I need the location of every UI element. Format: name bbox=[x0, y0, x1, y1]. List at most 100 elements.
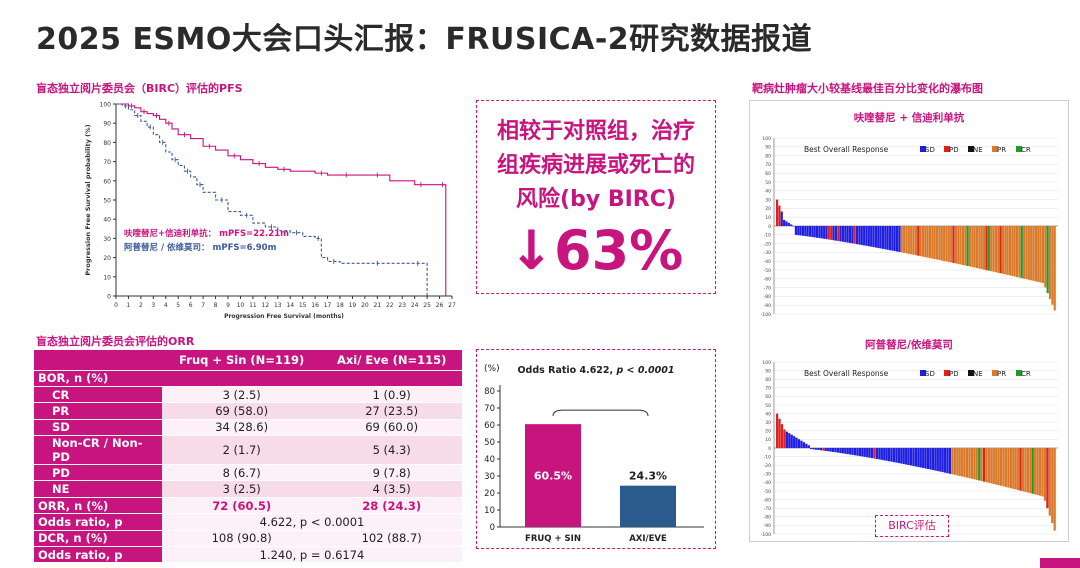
wf-legend-label: CR bbox=[1021, 146, 1031, 154]
waterfall-panel2-title: 阿普替尼/依维莫司 bbox=[865, 339, 953, 351]
wf-bar bbox=[822, 448, 825, 451]
orr-col1-header: Fruq + Sin (N=119) bbox=[162, 350, 322, 371]
orr-table-row: Odds ratio, p 4.622, p < 0.0001 bbox=[34, 513, 462, 531]
wf-bar bbox=[877, 226, 880, 248]
wf-bar bbox=[945, 226, 948, 262]
wf-bar bbox=[856, 448, 859, 456]
orr-row-label: DCR, n (%) bbox=[34, 530, 162, 548]
wf-bar bbox=[1013, 226, 1016, 277]
wf-bar bbox=[1016, 226, 1019, 278]
wf-bar bbox=[868, 448, 871, 458]
orr-cell-a: 72 (60.5) bbox=[162, 497, 322, 515]
waterfall-section-title: 靶病灶肿瘤大小较基线最佳百分比变化的瀑布图 bbox=[752, 82, 983, 95]
pfs-y-axis-label: Progression Free Survival probability (%… bbox=[84, 124, 92, 275]
wf-bar bbox=[795, 437, 798, 448]
wf-bar bbox=[973, 448, 976, 480]
wf-bar bbox=[964, 226, 967, 266]
wf-bar bbox=[846, 226, 849, 243]
pfs-x-tick-label: 0 bbox=[114, 302, 118, 309]
wf-bar bbox=[1048, 448, 1051, 516]
wf-bar bbox=[1023, 226, 1026, 279]
orr-table-row: DCR, n (%) 108 (90.8) 102 (88.7) bbox=[34, 530, 462, 548]
pfs-y-tick-label: 60 bbox=[103, 178, 111, 185]
orr-row-label: Odds ratio, p bbox=[34, 513, 162, 531]
wf-bar bbox=[820, 226, 823, 239]
bar-y-tick-label: 70 bbox=[484, 404, 495, 414]
wf-legend-swatch bbox=[968, 146, 974, 152]
wf-bar bbox=[844, 226, 847, 243]
pfs-y-tick-label: 10 bbox=[103, 274, 111, 281]
wf-bar bbox=[978, 226, 981, 269]
wf-legend-label: NE bbox=[973, 146, 983, 154]
wf-bar bbox=[907, 448, 910, 466]
wf-bar bbox=[917, 448, 920, 467]
pfs-y-tick-label: 80 bbox=[103, 140, 111, 147]
wf-bar bbox=[1041, 226, 1045, 284]
wf-y-tick-label: 90 bbox=[765, 145, 771, 151]
wf-bar bbox=[953, 448, 956, 475]
wf-bar bbox=[893, 226, 896, 252]
wf-bar bbox=[808, 226, 812, 237]
orr-cell-a: 3 (2.5) bbox=[162, 480, 322, 498]
wf-bar bbox=[999, 226, 1002, 274]
orr-bar-box bbox=[476, 349, 716, 549]
wf-bar bbox=[1051, 448, 1054, 524]
bar-y-tick-label: 30 bbox=[484, 472, 495, 482]
wf-bar bbox=[1007, 448, 1010, 488]
wf-y-tick-label: 20 bbox=[765, 206, 771, 212]
wf-bar bbox=[836, 448, 840, 453]
wf-bar bbox=[870, 448, 874, 459]
orr-table-row: PR 69 (58.0) 27 (23.5) bbox=[34, 402, 462, 420]
wf-bar bbox=[792, 225, 795, 227]
orr-row-span-value: 4.622, p < 0.0001 bbox=[162, 513, 462, 531]
bar-category-label-2: AXI/EVE bbox=[629, 534, 667, 544]
wf-y-tick-label: -90 bbox=[764, 523, 771, 529]
wf-bar bbox=[994, 226, 997, 273]
bar-y-tick-label: 0 bbox=[490, 523, 495, 533]
wf-bar bbox=[951, 448, 954, 475]
wf-bar bbox=[910, 226, 913, 255]
wf-bar bbox=[785, 221, 788, 226]
wf-bar bbox=[874, 226, 877, 248]
wf-bar bbox=[973, 226, 976, 268]
wf-legend-swatch bbox=[920, 146, 926, 152]
orr-table-row: ORR, n (%) 72 (60.5) 28 (24.3) bbox=[34, 497, 462, 515]
wf-bar bbox=[783, 219, 786, 226]
wf-bar bbox=[853, 226, 856, 244]
wf-bar bbox=[810, 448, 813, 450]
orr-cell-a bbox=[162, 370, 322, 387]
wf-bar bbox=[788, 433, 791, 448]
wf-legend-title: Best Overall Response bbox=[804, 145, 889, 154]
wf-y-tick-label: -30 bbox=[764, 472, 771, 478]
orr-row-label: ORR, n (%) bbox=[34, 497, 162, 515]
wf-bar bbox=[943, 226, 946, 262]
orr-col2-header: Axi/ Eve (N=115) bbox=[321, 350, 462, 371]
wf-legend-swatch bbox=[992, 146, 998, 152]
pfs-legend-1: 呋喹替尼+信迪利单抗： mPFS=22.21m bbox=[124, 228, 289, 239]
wf-bar bbox=[995, 448, 998, 485]
wf-bar bbox=[909, 448, 913, 466]
wf-bar bbox=[1046, 226, 1049, 294]
wf-bar bbox=[790, 434, 793, 448]
wf-bar bbox=[975, 448, 978, 480]
pfs-x-tick-label: 22 bbox=[386, 302, 394, 309]
wf-y-tick-label: -70 bbox=[764, 506, 771, 512]
wf-bar bbox=[1004, 448, 1008, 487]
pfs-x-tick-label: 18 bbox=[336, 302, 344, 309]
wf-bar bbox=[827, 448, 830, 452]
wf-bar bbox=[844, 448, 847, 454]
wf-bar bbox=[841, 226, 845, 242]
wf-bar bbox=[865, 226, 868, 246]
orr-table-row: PD 8 (6.7) 9 (7.8) bbox=[34, 464, 462, 482]
wf-bar bbox=[934, 448, 937, 471]
pfs-x-tick-label: 13 bbox=[274, 302, 282, 309]
wf-legend-swatch bbox=[920, 370, 926, 376]
pfs-section-title: 盲态独立阅片委员会（BIRC）评估的PFS bbox=[36, 82, 243, 95]
bar-category-label-1: FRUQ + SIN bbox=[525, 534, 581, 544]
orr-row-label: PR bbox=[34, 402, 162, 420]
orr-cell-b: 9 (7.8) bbox=[321, 464, 462, 482]
wf-bar bbox=[883, 448, 886, 461]
pfs-series-line-1 bbox=[116, 103, 447, 296]
wf-bar bbox=[872, 226, 875, 248]
wf-y-tick-label: -10 bbox=[764, 233, 771, 239]
